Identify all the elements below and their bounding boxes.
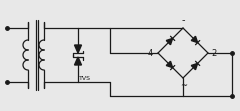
Text: TVS: TVS bbox=[79, 76, 91, 81]
Polygon shape bbox=[191, 63, 198, 70]
Text: -: - bbox=[181, 15, 185, 25]
Polygon shape bbox=[74, 45, 82, 53]
Polygon shape bbox=[166, 61, 173, 68]
Text: 2: 2 bbox=[211, 49, 216, 57]
Polygon shape bbox=[191, 36, 198, 43]
Polygon shape bbox=[166, 38, 173, 45]
Polygon shape bbox=[74, 57, 82, 65]
Text: ~: ~ bbox=[180, 81, 187, 90]
Text: 4: 4 bbox=[148, 49, 153, 57]
